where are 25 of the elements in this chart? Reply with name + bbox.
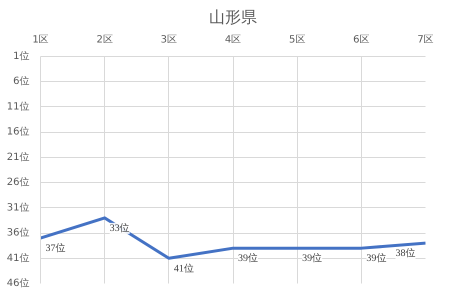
y-tick-label: 6位 xyxy=(13,75,30,88)
y-tick-label: 46位 xyxy=(6,277,30,289)
y-tick-label: 11位 xyxy=(6,100,30,112)
x-tick-label: 7区 xyxy=(417,34,434,46)
y-tick-label: 36位 xyxy=(6,226,30,239)
data-label: 37位 xyxy=(46,242,66,254)
chart-title: 山形県 xyxy=(209,8,257,26)
data-label: 39位 xyxy=(366,252,386,264)
y-tick-label: 21位 xyxy=(6,150,30,163)
y-tick-label: 26位 xyxy=(6,176,30,188)
data-label: 41位 xyxy=(174,262,194,274)
y-tick-label: 16位 xyxy=(6,126,30,138)
x-tick-label: 4区 xyxy=(224,34,242,46)
y-tick-label: 31位 xyxy=(6,201,30,214)
data-label: 39位 xyxy=(302,252,322,264)
x-tick-label: 2区 xyxy=(96,34,113,46)
data-label: 33位 xyxy=(110,222,130,234)
x-tick-label: 3区 xyxy=(160,34,178,46)
y-tick-label: 41位 xyxy=(6,252,30,264)
data-label: 38位 xyxy=(396,247,416,260)
x-tick-label: 6区 xyxy=(353,34,370,46)
y-tick-label: 1位 xyxy=(13,50,30,62)
x-tick-label: 1区 xyxy=(32,34,49,46)
data-label: 39位 xyxy=(238,252,258,264)
x-tick-label: 5区 xyxy=(288,34,306,46)
